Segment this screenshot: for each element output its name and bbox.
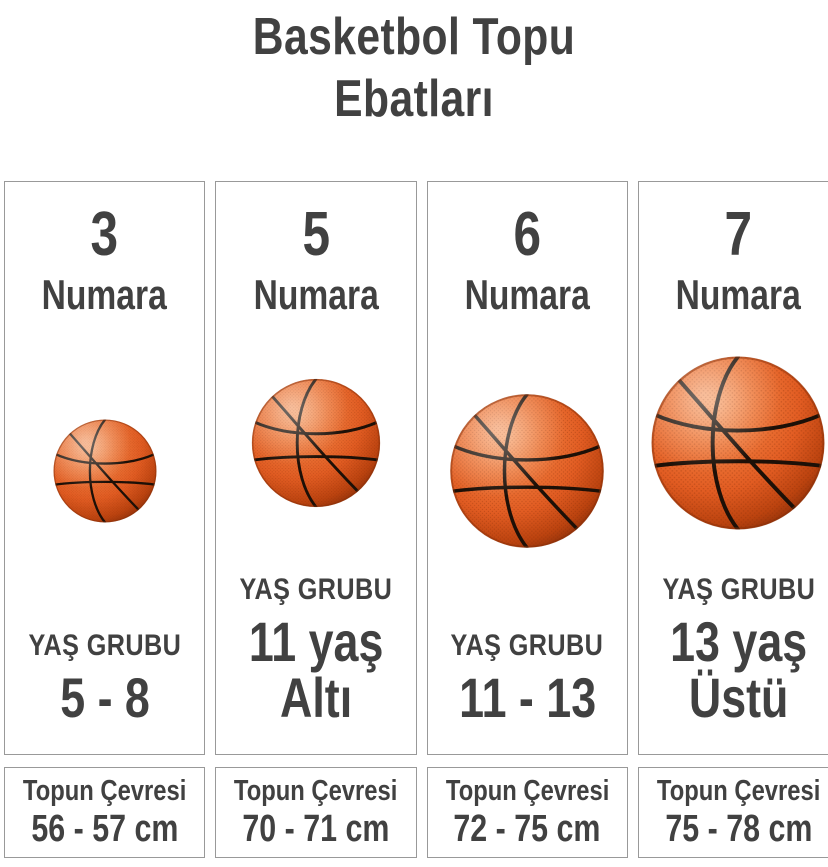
- circumference-box: Topun Çevresi 75 - 78 cm: [637, 767, 828, 858]
- age-group-label: YAŞ GRUBU: [239, 573, 393, 606]
- size-card-main: 7 Numara: [637, 181, 828, 755]
- circumference-box: Topun Çevresi 56 - 57 cm: [4, 767, 206, 858]
- age-group-value: 5 - 8: [59, 666, 150, 729]
- size-number: 5: [302, 200, 330, 269]
- age-group-label: YAŞ GRUBU: [450, 629, 604, 662]
- size-number-unit-label: Numara: [42, 271, 168, 318]
- age-group-value: 11 - 13: [458, 666, 596, 729]
- size-number-unit-label: Numara: [253, 271, 379, 318]
- circumference-label: Topun Çevresi: [656, 775, 821, 807]
- size-number-unit-label: Numara: [675, 271, 802, 318]
- circumference-value: 70 - 71 cm: [242, 808, 390, 850]
- size-card-5[interactable]: 5 Numara: [215, 181, 417, 858]
- size-number-unit-label: Numara: [464, 271, 590, 318]
- circumference-value: 56 - 57 cm: [31, 808, 179, 850]
- circumference-box: Topun Çevresi 72 - 75 cm: [426, 767, 628, 858]
- age-group-label: YAŞ GRUBU: [662, 573, 815, 606]
- circumference-box: Topun Çevresi 70 - 71 cm: [215, 767, 417, 858]
- title-line-2: Ebatları: [334, 70, 494, 128]
- circumference-label: Topun Çevresi: [234, 775, 398, 807]
- circumference-label: Topun Çevresi: [22, 775, 187, 807]
- basketball-icon: [53, 419, 157, 523]
- size-card-7[interactable]: 7 Numara: [637, 181, 828, 858]
- age-group-value: 11 yaş Altı: [248, 610, 384, 729]
- size-card-3[interactable]: 3 Numara: [4, 181, 206, 858]
- size-number: 6: [513, 200, 541, 269]
- circumference-value: 72 - 75 cm: [453, 808, 601, 850]
- title-line-1: Basketbol Topu: [252, 8, 576, 66]
- circumference-label: Topun Çevresi: [445, 775, 609, 807]
- size-number: 7: [724, 200, 753, 269]
- size-card-main: 5 Numara: [215, 181, 417, 755]
- size-cards-row: 3 Numara: [0, 181, 828, 858]
- basketball-icon: [251, 378, 381, 508]
- page-title: Basketbol Topu Ebatları: [0, 0, 828, 130]
- age-group-label: YAŞ GRUBU: [28, 629, 181, 662]
- age-group-value: 13 yaş Üstü: [669, 610, 807, 729]
- size-card-main: 6 Numara: [426, 181, 628, 755]
- size-card-6[interactable]: 6 Numara: [426, 181, 628, 858]
- basketball-image-area: [639, 312, 828, 574]
- basketball-icon: [450, 394, 605, 548]
- basketball-icon: [651, 356, 826, 530]
- basketball-image-area: [5, 312, 204, 630]
- size-number: 3: [90, 200, 119, 269]
- basketball-image-area: [216, 312, 415, 574]
- size-card-main: 3 Numara: [4, 181, 206, 755]
- basketball-image-area: [428, 312, 627, 630]
- circumference-value: 75 - 78 cm: [664, 808, 812, 850]
